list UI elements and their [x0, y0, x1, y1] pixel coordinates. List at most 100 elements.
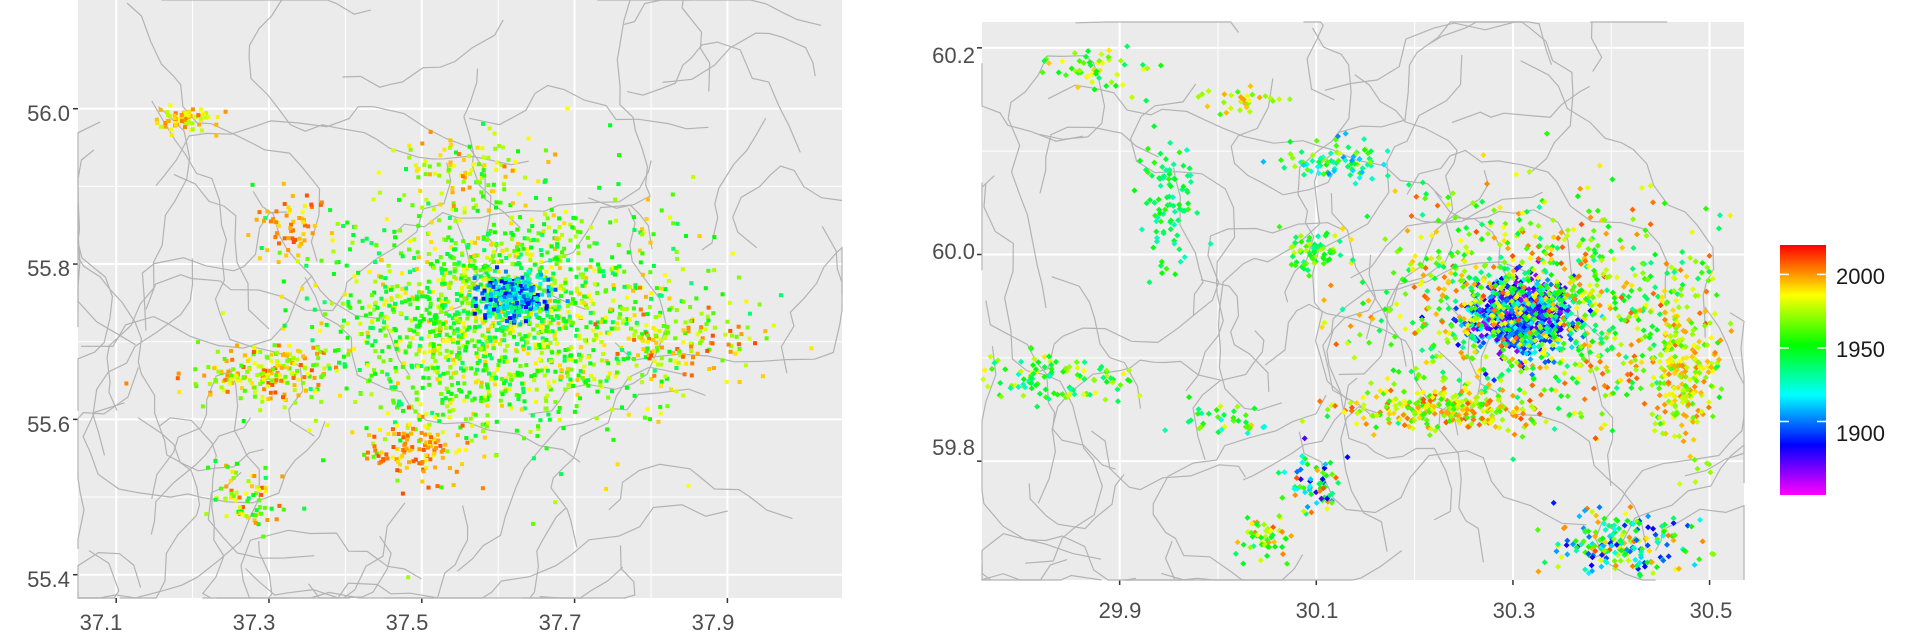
- data-point: [1548, 330, 1555, 337]
- data-point: [671, 246, 676, 251]
- data-point: [392, 243, 397, 248]
- data-point: [268, 396, 273, 401]
- data-point: [237, 505, 242, 510]
- data-point: [592, 241, 597, 246]
- data-point: [249, 380, 254, 385]
- data-point: [1406, 399, 1413, 406]
- data-point: [507, 280, 512, 285]
- data-point: [1429, 394, 1436, 401]
- data-point: [593, 322, 598, 327]
- data-point: [531, 307, 535, 312]
- data-point: [1688, 319, 1695, 326]
- data-point: [384, 324, 389, 329]
- data-point: [641, 312, 646, 317]
- data-point: [444, 271, 449, 276]
- data-point: [584, 340, 589, 345]
- data-point: [734, 334, 739, 339]
- data-point: [318, 350, 323, 354]
- data-point: [1528, 320, 1534, 327]
- data-point: [1628, 287, 1635, 294]
- data-point: [395, 294, 400, 299]
- data-point: [451, 408, 456, 413]
- data-point: [778, 293, 783, 298]
- data-point: [597, 269, 602, 274]
- data-point: [464, 394, 469, 399]
- data-point: [316, 356, 321, 361]
- data-point: [1596, 302, 1603, 309]
- data-point: [427, 311, 432, 316]
- data-point: [473, 433, 478, 438]
- data-point: [500, 355, 504, 360]
- right-district-boundaries: [981, 21, 1745, 581]
- data-point: [204, 111, 209, 116]
- data-point: [269, 352, 274, 357]
- left-boundary-line: [248, 0, 529, 166]
- data-point: [491, 182, 496, 187]
- data-point: [1533, 330, 1540, 337]
- data-point: [255, 485, 260, 490]
- data-point: [570, 225, 575, 230]
- right-boundary-line: [1684, 306, 1745, 477]
- data-point: [406, 575, 411, 580]
- data-point: [510, 201, 515, 206]
- data-point: [711, 311, 716, 316]
- data-point: [469, 240, 474, 245]
- data-point: [513, 262, 517, 267]
- left-boundary-line: [77, 367, 139, 549]
- data-point: [302, 506, 307, 511]
- data-point: [548, 320, 553, 325]
- data-point: [557, 418, 562, 422]
- data-point: [467, 293, 472, 297]
- data-point: [575, 392, 580, 397]
- data-point: [177, 390, 182, 395]
- data-point: [416, 223, 421, 228]
- data-point: [426, 485, 431, 490]
- data-point: [1532, 337, 1539, 344]
- data-point: [531, 291, 536, 296]
- data-point: [1704, 341, 1711, 348]
- data-point: [531, 456, 536, 461]
- data-point: [1505, 367, 1512, 374]
- data-point: [1478, 401, 1484, 408]
- data-point: [338, 329, 343, 334]
- data-point: [1484, 375, 1491, 382]
- right-boundary-line: [1192, 330, 1265, 460]
- data-point: [494, 167, 499, 172]
- data-point: [671, 221, 676, 226]
- data-point: [271, 367, 275, 372]
- data-point: [500, 403, 504, 408]
- data-point: [476, 236, 481, 241]
- data-point: [568, 238, 573, 243]
- data-point: [455, 327, 460, 332]
- data-point: [461, 343, 466, 348]
- data-point: [1501, 259, 1508, 266]
- data-point: [390, 285, 395, 289]
- data-point: [1411, 417, 1418, 424]
- data-point: [1532, 311, 1539, 317]
- data-point: [534, 346, 538, 351]
- data-point: [499, 338, 504, 343]
- data-point: [1487, 298, 1494, 305]
- data-point: [1461, 301, 1468, 308]
- data-point: [1369, 315, 1376, 322]
- data-point: [544, 398, 549, 403]
- data-point: [547, 329, 552, 334]
- data-point: [493, 335, 498, 340]
- data-point: [400, 364, 405, 369]
- data-point: [809, 346, 814, 351]
- data-point: [379, 450, 384, 455]
- data-point: [1573, 324, 1580, 330]
- data-point: [498, 200, 503, 205]
- data-point: [432, 415, 437, 420]
- data-point: [1506, 271, 1512, 278]
- data-point: [1500, 336, 1507, 343]
- data-point: [539, 368, 544, 373]
- data-point: [1497, 403, 1504, 410]
- data-point: [414, 267, 419, 271]
- data-point: [1692, 479, 1699, 485]
- data-point: [483, 318, 487, 323]
- data-point: [576, 251, 581, 256]
- data-point: [395, 468, 400, 473]
- data-point: [1486, 255, 1493, 262]
- data-point: [427, 432, 432, 437]
